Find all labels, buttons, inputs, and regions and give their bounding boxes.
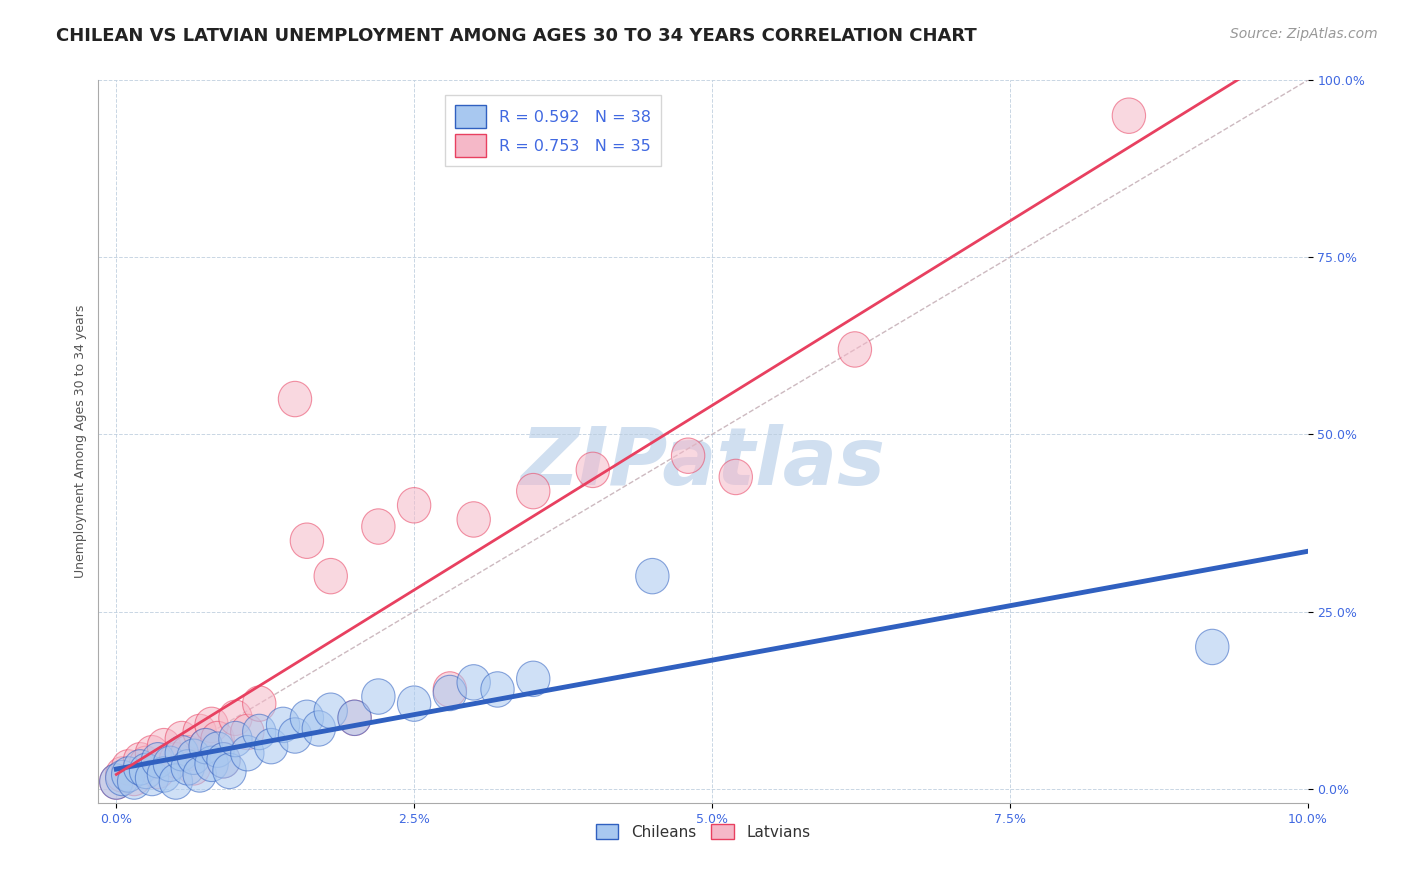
Ellipse shape [337,700,371,736]
Ellipse shape [118,760,150,796]
Ellipse shape [278,718,312,753]
Ellipse shape [172,749,204,785]
Ellipse shape [124,749,157,785]
Ellipse shape [159,742,193,778]
Ellipse shape [207,742,240,778]
Ellipse shape [148,756,180,792]
Ellipse shape [636,558,669,594]
Ellipse shape [1112,98,1146,134]
Ellipse shape [135,760,169,796]
Ellipse shape [219,700,252,736]
Ellipse shape [159,764,193,799]
Legend: Chileans, Latvians: Chileans, Latvians [589,818,817,846]
Ellipse shape [314,558,347,594]
Ellipse shape [266,707,299,742]
Ellipse shape [201,732,235,767]
Ellipse shape [231,714,264,749]
Ellipse shape [361,508,395,544]
Ellipse shape [212,753,246,789]
Ellipse shape [337,700,371,736]
Ellipse shape [142,753,174,789]
Ellipse shape [177,749,211,785]
Ellipse shape [243,686,276,722]
Ellipse shape [207,742,240,778]
Text: CHILEAN VS LATVIAN UNEMPLOYMENT AMONG AGES 30 TO 34 YEARS CORRELATION CHART: CHILEAN VS LATVIAN UNEMPLOYMENT AMONG AG… [56,27,977,45]
Ellipse shape [148,729,180,764]
Ellipse shape [195,707,228,742]
Ellipse shape [231,736,264,771]
Ellipse shape [135,736,169,771]
Ellipse shape [290,700,323,736]
Ellipse shape [254,729,288,764]
Ellipse shape [165,736,198,771]
Ellipse shape [100,764,134,799]
Ellipse shape [153,746,187,781]
Ellipse shape [177,739,211,774]
Ellipse shape [142,742,174,778]
Ellipse shape [118,764,150,799]
Ellipse shape [314,693,347,729]
Ellipse shape [129,746,163,781]
Ellipse shape [201,722,235,756]
Ellipse shape [124,742,157,778]
Ellipse shape [183,714,217,749]
Y-axis label: Unemployment Among Ages 30 to 34 years: Unemployment Among Ages 30 to 34 years [75,305,87,578]
Ellipse shape [129,753,163,789]
Ellipse shape [278,382,312,417]
Ellipse shape [457,501,491,537]
Ellipse shape [398,686,430,722]
Ellipse shape [165,722,198,756]
Ellipse shape [718,459,752,495]
Ellipse shape [838,332,872,368]
Ellipse shape [188,729,222,764]
Ellipse shape [361,679,395,714]
Ellipse shape [172,736,204,771]
Text: Source: ZipAtlas.com: Source: ZipAtlas.com [1230,27,1378,41]
Ellipse shape [105,756,139,792]
Ellipse shape [219,722,252,756]
Ellipse shape [516,661,550,697]
Ellipse shape [100,764,134,799]
Ellipse shape [398,488,430,523]
Ellipse shape [516,474,550,508]
Text: ZIPatlas: ZIPatlas [520,425,886,502]
Ellipse shape [433,675,467,711]
Ellipse shape [1195,629,1229,665]
Ellipse shape [576,452,609,488]
Ellipse shape [183,756,217,792]
Ellipse shape [195,746,228,781]
Ellipse shape [302,711,336,746]
Ellipse shape [433,672,467,707]
Ellipse shape [111,756,145,792]
Ellipse shape [457,665,491,700]
Ellipse shape [188,729,222,764]
Ellipse shape [243,714,276,749]
Ellipse shape [481,672,515,707]
Ellipse shape [111,749,145,785]
Ellipse shape [672,438,704,474]
Ellipse shape [290,523,323,558]
Ellipse shape [105,760,139,796]
